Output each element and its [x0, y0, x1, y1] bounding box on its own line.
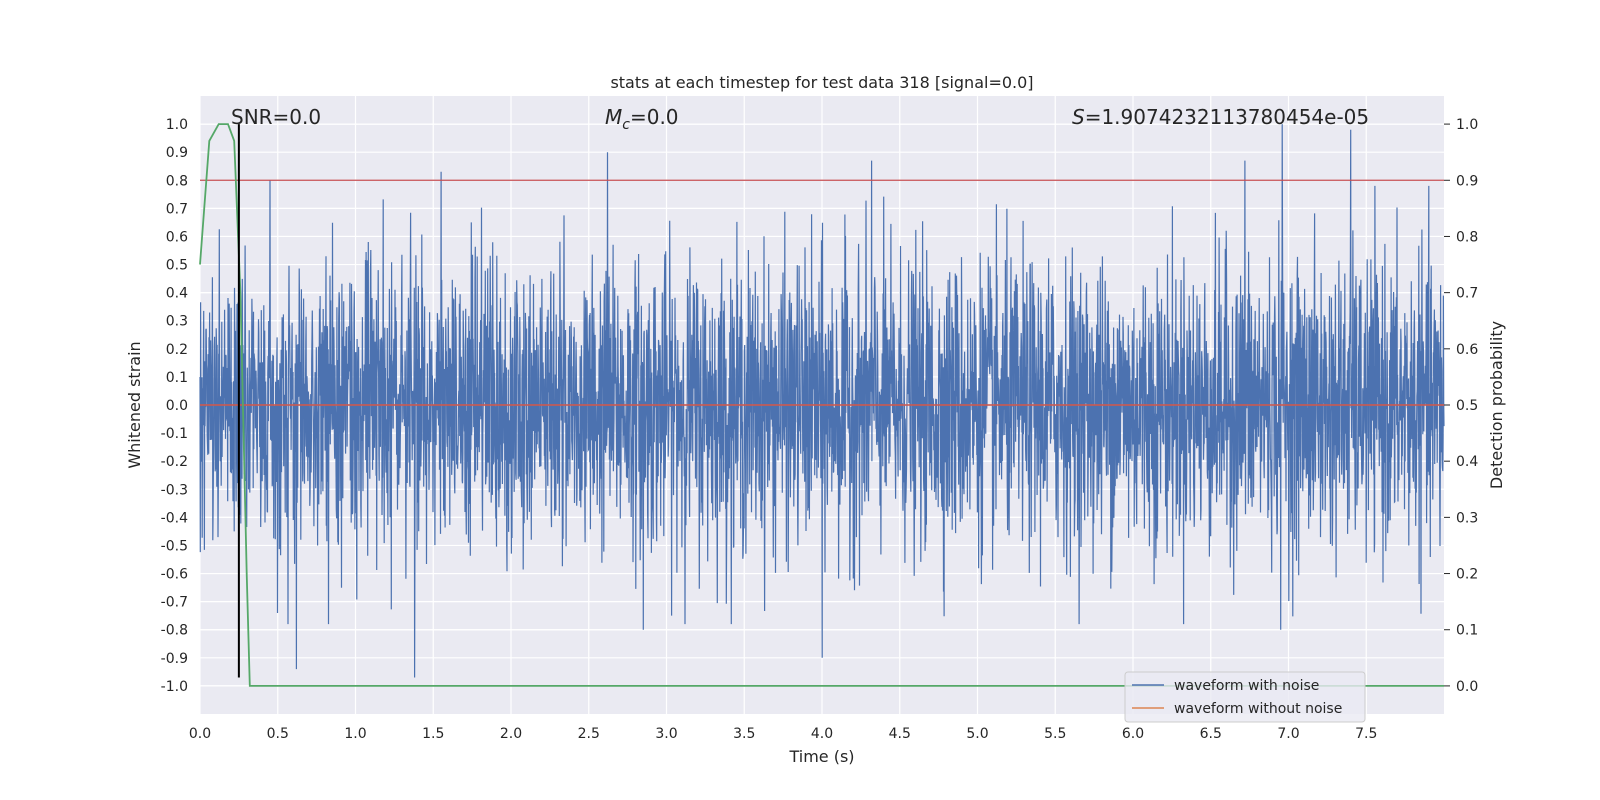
x-tick-label: 2.5	[578, 726, 600, 742]
x-tick-label: 1.0	[344, 726, 366, 742]
waveform-with-noise-line	[199, 124, 1445, 678]
y-tick-label: 0.8	[166, 173, 188, 189]
y-tick-label: 0.4	[166, 286, 188, 302]
y-tick-label: -0.6	[161, 567, 188, 583]
y-axis-label: Whitened strain	[125, 341, 144, 468]
y-tick-label: -0.2	[161, 454, 188, 470]
x-tick-label: 6.5	[1200, 726, 1222, 742]
y-tick-label: -0.8	[161, 623, 188, 639]
chart-title: stats at each timestep for test data 318…	[610, 73, 1033, 92]
significance-symbol: S	[1072, 105, 1085, 129]
x-tick-label: 6.0	[1122, 726, 1144, 742]
y2-tick-label: 0.3	[1456, 510, 1478, 526]
y-tick-label: -0.4	[161, 510, 188, 526]
y2-tick-label: 0.2	[1456, 567, 1478, 583]
legend-box	[1124, 671, 1366, 723]
x-tick-label: 0.5	[267, 726, 289, 742]
x-tick-label: 4.0	[811, 726, 833, 742]
y-tick-label: -0.7	[161, 595, 188, 611]
series-waveform-with-noise	[199, 124, 1445, 678]
x-tick-label: 1.5	[422, 726, 444, 742]
y-tick-label: 0.9	[166, 145, 188, 161]
x-axis-ticks: 0.0 0.5 1.0 1.5 2.0 2.5 3.0 3.5 4.0 4.5 5.0 5.5 6.0 6…	[189, 726, 1378, 742]
threshold-lines	[200, 179, 1444, 406]
chirp-mass-value: =0.0	[630, 105, 679, 129]
y2-tick-label: 0.7	[1456, 286, 1478, 302]
y2-tick-label: 0.8	[1456, 229, 1478, 245]
x-tick-label: 4.5	[889, 726, 911, 742]
y2-tick-label: 0.1	[1456, 623, 1478, 639]
y-tick-label: 0.6	[166, 229, 188, 245]
y-tick-label: -0.3	[161, 482, 188, 498]
y-axis-ticks: 1.0 0.9 0.8 0.7 0.6 0.5 0.4 0.3 0.2 0.1 0.0 -0.1 -0.…	[161, 117, 188, 695]
y2-tick-label: 0.5	[1456, 398, 1478, 414]
x-tick-label: 3.5	[733, 726, 755, 742]
y-tick-label: 0.0	[166, 398, 188, 414]
legend: waveform with noise waveform without noi…	[1124, 671, 1366, 723]
x-tick-label: 7.0	[1277, 726, 1299, 742]
y-tick-label: -0.1	[161, 426, 188, 442]
y2-tick-label: 1.0	[1456, 117, 1478, 133]
chirp-mass-annotation: Mc=0.0	[605, 105, 679, 133]
y-tick-label: -0.9	[161, 651, 188, 667]
y2-tick-label: 0.4	[1456, 454, 1478, 470]
y-tick-label: 0.1	[166, 370, 188, 386]
detection-probability-line	[199, 123, 1444, 687]
y-tick-label: 1.0	[166, 117, 188, 133]
legend-label-clean: waveform without noise	[1174, 701, 1342, 717]
y-tick-label: 0.2	[166, 342, 188, 358]
chirp-mass-symbol: M	[605, 105, 622, 129]
y-tick-label: 0.7	[166, 201, 188, 217]
y2-tick-label: 0.6	[1456, 342, 1478, 358]
x-axis-label: Time (s)	[788, 747, 854, 766]
y2-tick-label: 0.9	[1456, 173, 1478, 189]
y-tick-label: -0.5	[161, 538, 188, 554]
chirp-mass-subscript: c	[622, 117, 630, 133]
y-tick-label: 0.3	[166, 314, 188, 330]
snr-annotation: SNR=0.0	[231, 105, 321, 129]
x-tick-label: 5.5	[1044, 726, 1066, 742]
y2-axis-label: Detection probability	[1487, 321, 1506, 489]
x-tick-label: 3.0	[655, 726, 677, 742]
series-detection-probability	[199, 123, 1444, 687]
x-tick-label: 5.0	[966, 726, 988, 742]
significance-annotation: S=1.9074232113780454e-05	[1072, 105, 1369, 129]
y-tick-label: -1.0	[161, 679, 188, 695]
y2-axis-ticks: 1.0 0.9 0.8 0.7 0.6 0.5 0.4 0.3 0.2 0.1 0.0	[1444, 117, 1478, 695]
y-tick-label: 0.5	[166, 258, 188, 274]
legend-label-noise: waveform with noise	[1174, 678, 1319, 694]
y2-tick-label: 0.0	[1456, 679, 1478, 695]
x-tick-label: 7.5	[1355, 726, 1377, 742]
x-tick-label: 2.0	[500, 726, 522, 742]
significance-value: =1.9074232113780454e-05	[1085, 105, 1369, 129]
x-tick-label: 0.0	[189, 726, 211, 742]
